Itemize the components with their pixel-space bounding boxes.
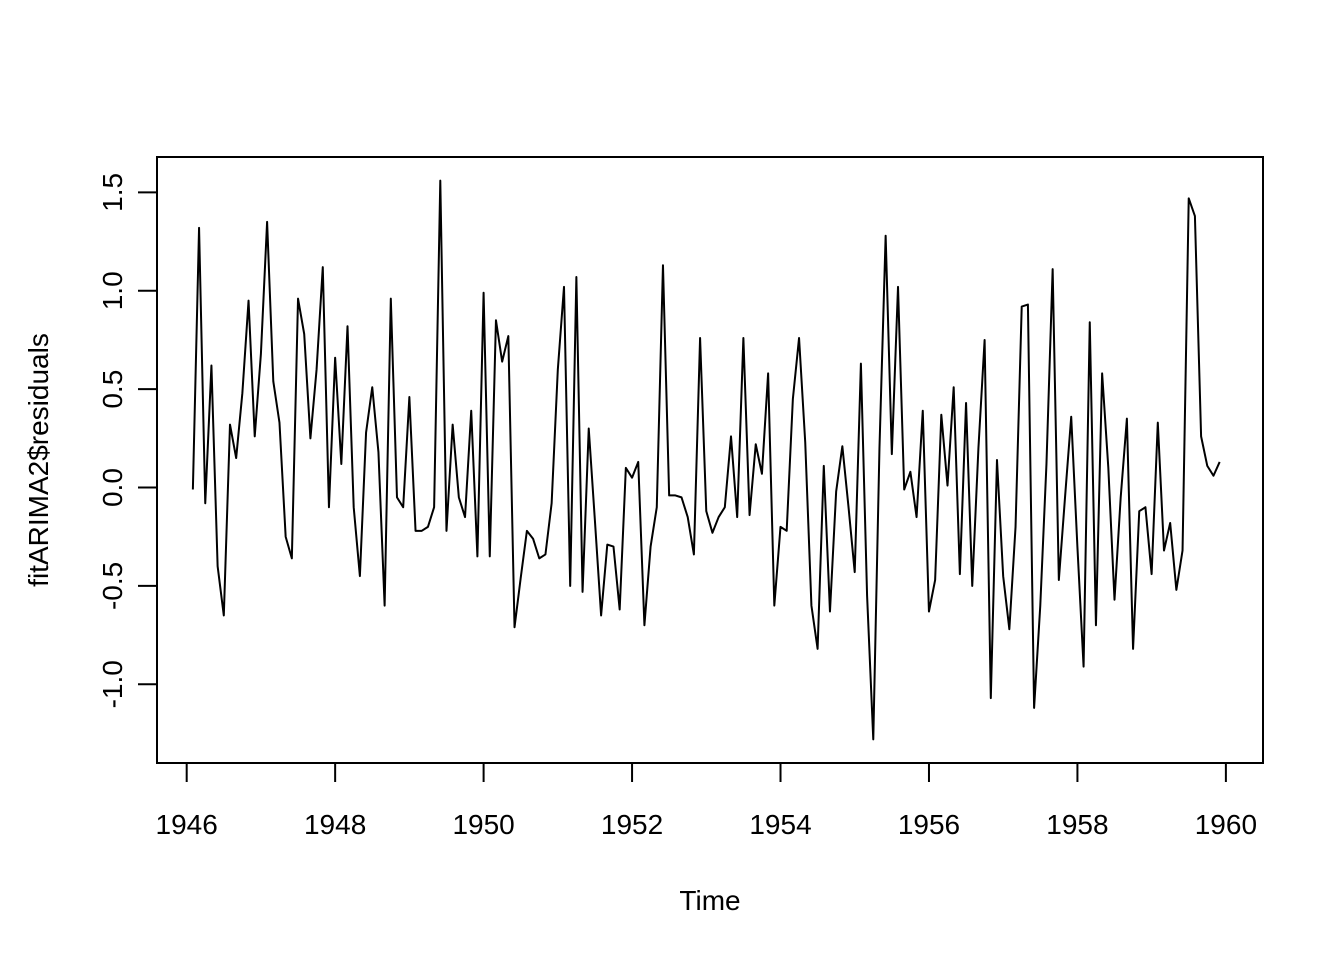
y-tick-label--0.5: -0.5 xyxy=(97,562,128,610)
x-tick-label-1960: 1960 xyxy=(1195,809,1257,840)
y-tick-label-1.5: 1.5 xyxy=(97,173,128,212)
x-axis-title: Time xyxy=(679,885,740,916)
y-tick-label-1.0: 1.0 xyxy=(97,271,128,310)
x-tick-label-1958: 1958 xyxy=(1046,809,1108,840)
x-tick-label-1950: 1950 xyxy=(452,809,514,840)
y-tick-label-0.0: 0.0 xyxy=(97,468,128,507)
x-tick-label-1946: 1946 xyxy=(156,809,218,840)
plot-frame xyxy=(156,156,1264,764)
y-axis-title: fitARIMA2$residuals xyxy=(23,333,54,587)
x-tick-label-1954: 1954 xyxy=(749,809,811,840)
y-axis: -1.0 -0.5 0.0 0.5 1.0 1.5 xyxy=(97,173,158,708)
x-tick-label-1952: 1952 xyxy=(601,809,663,840)
x-tick-label-1956: 1956 xyxy=(898,809,960,840)
x-tick-label-1948: 1948 xyxy=(304,809,366,840)
y-tick-label--1.0: -1.0 xyxy=(97,660,128,708)
x-axis: 1946 1948 1950 1952 1954 1956 1958 1960 xyxy=(156,762,1257,840)
y-tick-label-0.5: 0.5 xyxy=(97,370,128,409)
residuals-series-line xyxy=(191,179,1221,741)
